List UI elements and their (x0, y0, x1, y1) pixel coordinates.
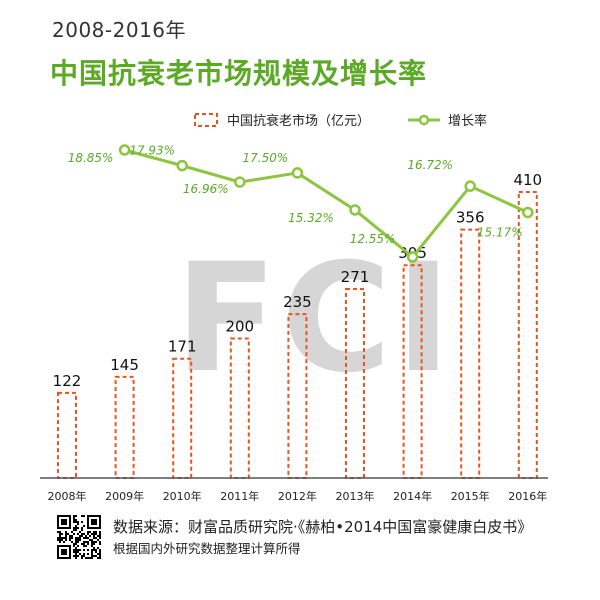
growth-value-label: 17.50% (243, 151, 289, 165)
growth-point-2011年 (234, 176, 246, 188)
source-note: 根据国内外研究数据整理计算所得 (113, 540, 301, 556)
growth-point-2015年 (464, 180, 476, 192)
source-block: 数据来源：财富品质研究院·《赫柏•2014中国富豪健康白皮书》 根据国内外研究数… (57, 515, 532, 559)
growth-value-label: 16.72% (407, 158, 453, 172)
bar-2008年 (57, 391, 77, 479)
bar-value-label: 122 (53, 372, 82, 390)
x-tick-label: 2012年 (278, 489, 317, 503)
bar-value-label: 171 (168, 338, 197, 356)
source-text: 数据来源：财富品质研究院·《赫柏•2014中国富豪健康白皮书》 (113, 517, 533, 536)
growth-value-label: 15.17% (477, 226, 523, 240)
growth-rate-line (124, 148, 529, 260)
qr-code-icon (57, 515, 101, 559)
bar-2010年 (172, 357, 193, 479)
bar-value-label: 235 (283, 293, 312, 311)
growth-value-label: 18.85% (68, 151, 114, 165)
growth-point-2009年 (118, 144, 131, 156)
x-tick-label: 2013年 (336, 489, 375, 503)
x-tick-label: 2011年 (220, 489, 259, 503)
legend-bar-label: 中国抗衰老市场（亿元） (227, 113, 370, 129)
x-tick-label: 2016年 (508, 489, 547, 503)
growth-point-2014年 (406, 251, 419, 263)
watermark-text: FCI (175, 232, 455, 406)
bar-value-label: 356 (456, 209, 485, 227)
chart-subtitle: 2008-2016年 (52, 18, 187, 42)
legend-bar-swatch (194, 113, 218, 127)
growth-value-label: 12.55% (350, 232, 396, 246)
bar-value-label: 145 (110, 356, 139, 374)
x-tick-label: 2009年 (105, 489, 144, 503)
growth-point-2010年 (176, 159, 188, 172)
legend-line-label: 增长率 (448, 113, 487, 129)
bar-value-label: 410 (513, 171, 542, 189)
growth-value-label: 15.32% (288, 211, 334, 225)
bar-2011年 (229, 337, 250, 479)
chart-title: 中国抗衰老市场规模及增长率 (50, 57, 428, 90)
bar-value-label: 271 (341, 268, 370, 286)
legend-line-marker (418, 114, 430, 126)
growth-value-label: 17.93% (129, 144, 175, 158)
bar-2009年 (114, 375, 135, 480)
bar-2013年 (345, 287, 365, 479)
bar-2016年 (517, 191, 538, 479)
growth-point-2016年 (522, 206, 534, 219)
growth-point-2012年 (291, 167, 304, 179)
bar-2015年 (460, 228, 481, 479)
growth-point-2013年 (349, 204, 361, 216)
x-tick-label: 2010年 (163, 489, 202, 503)
bar-value-label: 200 (225, 317, 254, 335)
x-tick-label: 2014年 (393, 489, 432, 503)
x-tick-label: 2015年 (451, 489, 490, 503)
growth-value-label: 16.96% (183, 182, 229, 196)
x-tick-label: 2008年 (48, 489, 87, 503)
